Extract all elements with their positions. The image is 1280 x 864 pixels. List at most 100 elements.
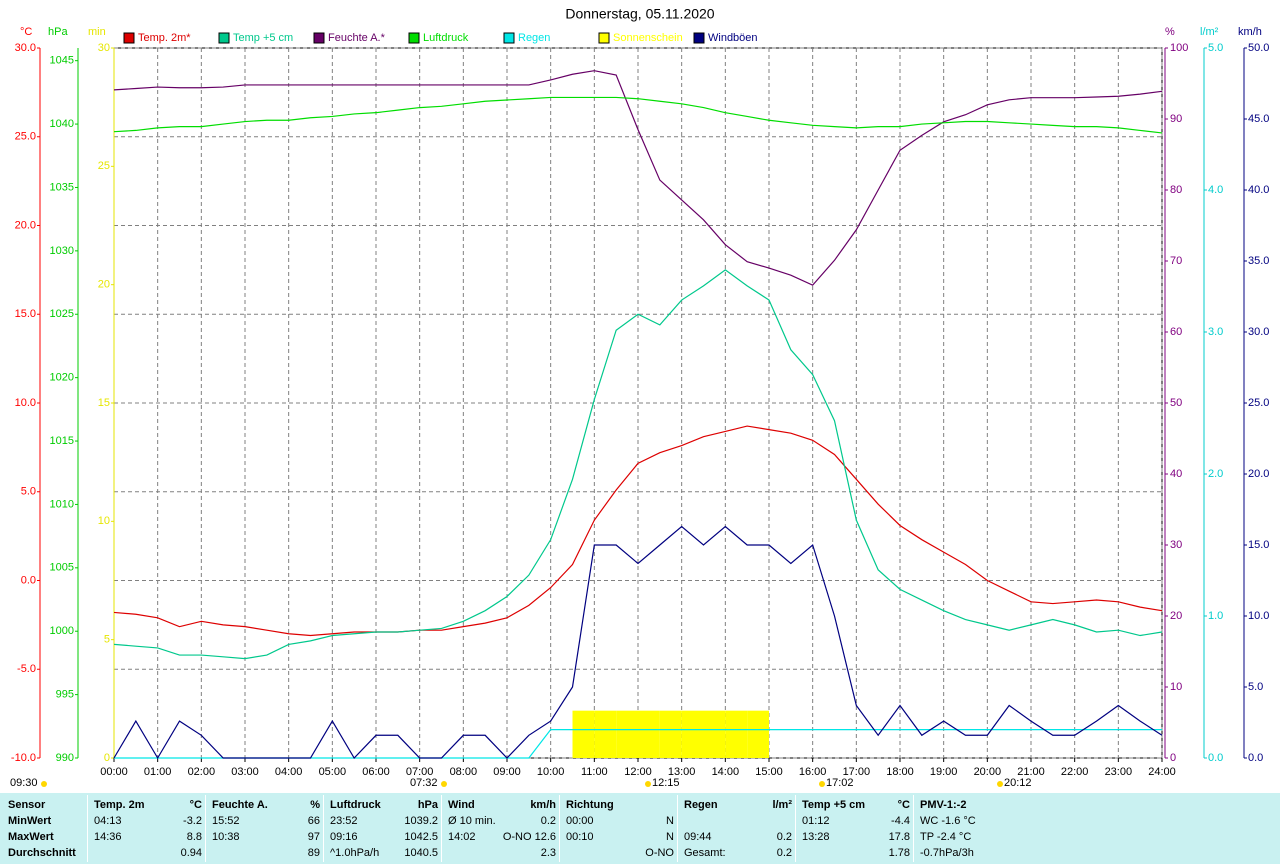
column-unit: % bbox=[310, 799, 320, 811]
x-tick-label: 22:00 bbox=[1061, 766, 1089, 778]
cell-value: 0.2 bbox=[540, 815, 556, 827]
cell-value: 17.8 bbox=[888, 831, 910, 843]
row-label: MinWert bbox=[8, 815, 52, 827]
row-label: MaxWert bbox=[8, 831, 54, 843]
legend-swatch bbox=[503, 32, 515, 44]
cell-text: 09:44 bbox=[684, 831, 712, 843]
cell-value: 0.94 bbox=[180, 847, 202, 859]
y-tick-label: 20 bbox=[1170, 610, 1182, 622]
y-tick-label: 60 bbox=[1170, 326, 1182, 338]
column-unit: °C bbox=[897, 799, 910, 811]
axis-unit: hPa bbox=[48, 26, 68, 38]
series-line bbox=[113, 70, 1163, 286]
x-tick-label: 24:00 bbox=[1148, 766, 1176, 778]
row-label: Durchschnitt bbox=[8, 847, 76, 859]
y-tick-label: 5.0 bbox=[21, 486, 36, 498]
marker-dot bbox=[441, 781, 447, 787]
cell-value: 89 bbox=[307, 847, 320, 859]
y-tick-label: 1005 bbox=[50, 562, 74, 574]
y-tick-label: -5.0 bbox=[17, 663, 36, 675]
time-annotation: 12:15 bbox=[652, 777, 680, 789]
column-separator bbox=[441, 795, 442, 862]
sun-bar bbox=[638, 710, 660, 758]
axis-unit: km/h bbox=[1238, 26, 1262, 38]
x-tick-label: 21:00 bbox=[1017, 766, 1045, 778]
y-tick-label: 1040 bbox=[50, 118, 74, 130]
cell-text: Gesamt: bbox=[684, 847, 726, 859]
x-tick-label: 11:00 bbox=[581, 766, 608, 778]
sun-bar bbox=[594, 710, 617, 758]
cell-value: N bbox=[666, 831, 674, 843]
cell-text: 09:16 bbox=[330, 831, 358, 843]
y-tick-label: -10.0 bbox=[11, 752, 36, 764]
cell-value: 66 bbox=[307, 815, 320, 827]
x-tick-label: 01:00 bbox=[144, 766, 172, 778]
column-unit: hPa bbox=[417, 799, 438, 811]
cell-text: 15:52 bbox=[212, 815, 240, 827]
marker-dot bbox=[997, 781, 1003, 787]
y-tick-label: 35.0 bbox=[1248, 255, 1269, 267]
y-tick-label: 20.0 bbox=[1248, 468, 1269, 480]
x-tick-label: 23:00 bbox=[1105, 766, 1133, 778]
x-tick-label: 02:00 bbox=[188, 766, 216, 778]
cell-text: 10:38 bbox=[212, 831, 240, 843]
y-tick-label: 25.0 bbox=[15, 131, 36, 143]
y-tick-label: 4.0 bbox=[1208, 184, 1223, 196]
y-tick-label: 40.0 bbox=[1248, 184, 1269, 196]
y-tick-label: 3.0 bbox=[1208, 326, 1223, 338]
x-tick-label: 04:00 bbox=[275, 766, 303, 778]
cell-value: -3.2 bbox=[183, 815, 202, 827]
axis-unit: l/m² bbox=[1200, 26, 1219, 38]
legend-label: Regen bbox=[518, 32, 550, 44]
x-tick-label: 07:00 bbox=[406, 766, 434, 778]
column-unit: °C bbox=[189, 799, 202, 811]
chart: Donnerstag, 05.11.2020 °C -10.0 -5.0 0.0 5.0… bbox=[10, 6, 1269, 789]
y-tick-label: 70 bbox=[1170, 255, 1182, 267]
column-unit: km/h bbox=[530, 799, 556, 811]
y-tick-label: 10.0 bbox=[1248, 610, 1269, 622]
cell-text: -0.7hPa/3h bbox=[920, 847, 974, 859]
cell-value: 1039.2 bbox=[404, 815, 438, 827]
y-tick-label: 30.0 bbox=[15, 42, 36, 54]
cell-text: 13:28 bbox=[802, 831, 830, 843]
column-title: Temp. 2m bbox=[94, 799, 145, 811]
sun-bar bbox=[659, 710, 682, 758]
x-tick-label: 08:00 bbox=[450, 766, 478, 778]
cell-text: Ø 10 min. bbox=[448, 815, 496, 827]
x-tick-label: 20:00 bbox=[974, 766, 1002, 778]
y-tick-label: 1010 bbox=[50, 498, 74, 510]
y-tick-label: 15.0 bbox=[1248, 539, 1269, 551]
y-tick-label: 10 bbox=[98, 515, 110, 527]
legend-swatch bbox=[693, 32, 705, 44]
legend-label: Feuchte A.* bbox=[328, 32, 386, 44]
column-title: PMV-1:-2 bbox=[920, 799, 967, 811]
cell-value: 8.8 bbox=[186, 831, 202, 843]
cell-text: 01:12 bbox=[802, 815, 830, 827]
legend-label: Temp. 2m* bbox=[138, 32, 191, 44]
y-tick-label: 25.0 bbox=[1248, 397, 1269, 409]
column-separator bbox=[795, 795, 796, 862]
axis-unit: min bbox=[88, 26, 106, 38]
legend-label: Windböen bbox=[708, 32, 758, 44]
x-tick-label: 14:00 bbox=[712, 766, 740, 778]
x-tick-label: 00:00 bbox=[100, 766, 128, 778]
column-unit: l/m² bbox=[772, 799, 792, 811]
series-line bbox=[113, 269, 1163, 660]
axis-unit: % bbox=[1165, 26, 1175, 38]
column-title: Regen bbox=[684, 799, 718, 811]
cell-value: 1042.5 bbox=[404, 831, 438, 843]
cell-value: 1.78 bbox=[888, 847, 910, 859]
chart-title: Donnerstag, 05.11.2020 bbox=[565, 6, 714, 22]
series-line bbox=[113, 525, 1163, 760]
x-tick-label: 18:00 bbox=[886, 766, 914, 778]
column-separator bbox=[913, 795, 914, 862]
cell-value: 2.3 bbox=[540, 847, 556, 859]
legend-swatch bbox=[313, 32, 325, 44]
cell-text: 00:10 bbox=[566, 831, 594, 843]
column-separator bbox=[205, 795, 206, 862]
y-tick-label: 20.0 bbox=[15, 219, 36, 231]
y-tick-label: 0.0 bbox=[1208, 752, 1223, 764]
time-annotation: 17:02 bbox=[826, 777, 854, 789]
y-tick-label: 50 bbox=[1170, 397, 1182, 409]
